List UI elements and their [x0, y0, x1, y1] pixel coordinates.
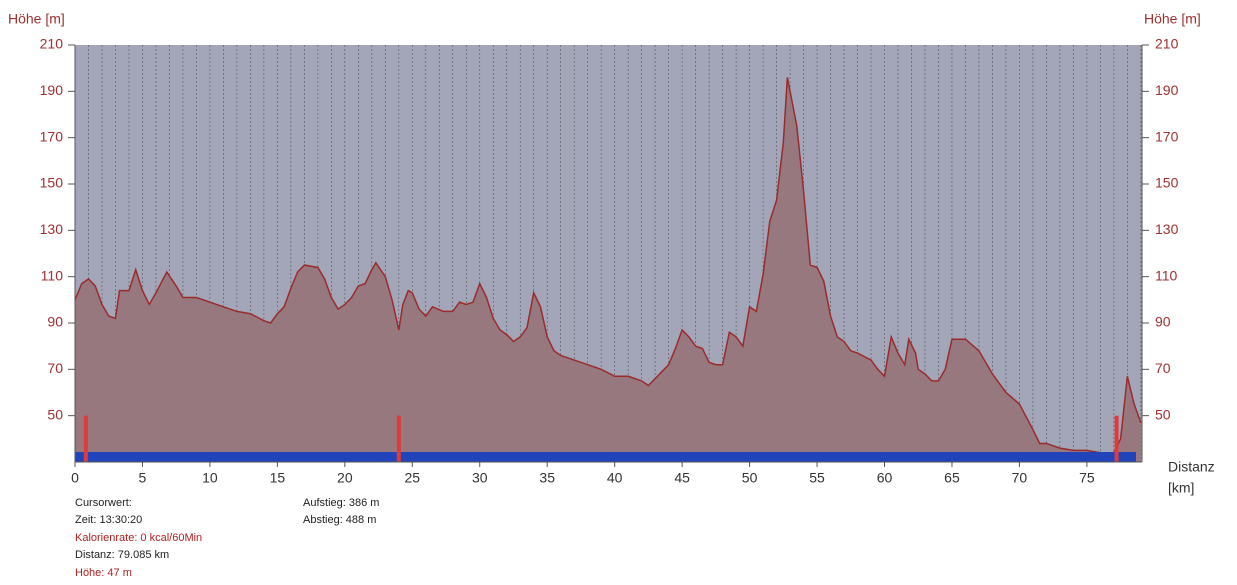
y-tick-label: 150 [40, 175, 64, 191]
y2-tick-label: 190 [1155, 82, 1179, 98]
pause-marker [1114, 415, 1119, 462]
x-tick-label: 75 [1079, 470, 1095, 486]
x-tick-label: 30 [472, 470, 488, 486]
info-ascent: Aufstieg: 386 m [303, 497, 379, 509]
y2-tick-label: 110 [1155, 267, 1178, 283]
track-bar [75, 452, 1136, 462]
info-descent: Abstieg: 488 m [303, 514, 376, 526]
x-tick-label: 20 [337, 470, 353, 486]
y2-axis-label: Höhe [m] [1144, 11, 1201, 27]
x-tick-label: 25 [405, 470, 421, 486]
x-tick-label: 5 [139, 470, 147, 486]
y-axis-label: Höhe [m] [8, 11, 65, 27]
info-height: Höhe: 47 m [75, 567, 132, 579]
x-tick-label: 45 [674, 470, 690, 486]
y2-tick-label: 50 [1155, 406, 1171, 422]
y-tick-label: 90 [47, 314, 63, 330]
y-tick-label: 50 [47, 406, 63, 422]
y-tick-label: 110 [41, 267, 64, 283]
x-tick-label: 35 [539, 470, 555, 486]
y-tick-label: 70 [47, 360, 63, 376]
x-tick-label: 40 [607, 470, 623, 486]
x-tick-label: 55 [809, 470, 825, 486]
y2-tick-label: 70 [1155, 360, 1171, 376]
x-axis-label: Distanz [1168, 459, 1215, 475]
y2-tick-label: 90 [1155, 314, 1171, 330]
x-tick-label: 65 [944, 470, 960, 486]
y-tick-label: 130 [40, 221, 64, 237]
elevation-line [74, 77, 1142, 454]
pause-marker [83, 415, 88, 462]
x-tick-label: 70 [1012, 470, 1028, 486]
y2-tick-label: 170 [1155, 128, 1179, 144]
info-time: Zeit: 13:30:20 [75, 514, 142, 526]
info-cursor: Cursorwert: [75, 497, 132, 509]
x-tick-label: 50 [742, 470, 758, 486]
y2-tick-label: 210 [1155, 36, 1179, 52]
x-tick-label: 15 [270, 470, 286, 486]
x-tick-label: 10 [202, 470, 218, 486]
x-tick-label: 0 [71, 470, 79, 486]
info-distance: Distanz: 79.085 km [75, 549, 169, 561]
y2-tick-label: 130 [1155, 221, 1179, 237]
y-tick-label: 190 [40, 82, 64, 98]
y-tick-label: 170 [40, 128, 64, 144]
pause-marker [396, 415, 401, 462]
info-calories: Kalorienrate: 0 kcal/60Min [75, 532, 202, 544]
x-tick-label: 60 [877, 470, 893, 486]
y-tick-label: 210 [40, 36, 64, 52]
x-axis-unit: [km] [1168, 480, 1194, 496]
y2-tick-label: 150 [1155, 175, 1179, 191]
